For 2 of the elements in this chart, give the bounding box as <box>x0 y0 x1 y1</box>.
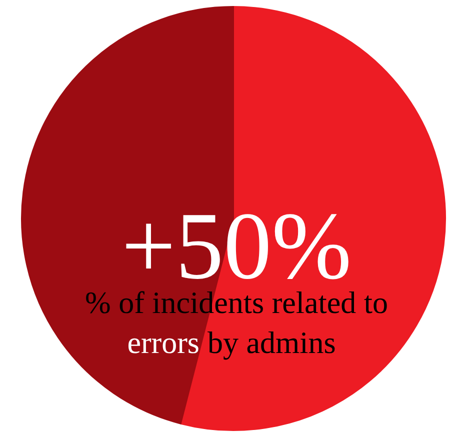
text: by admins <box>208 325 336 360</box>
text: errors <box>127 325 200 360</box>
